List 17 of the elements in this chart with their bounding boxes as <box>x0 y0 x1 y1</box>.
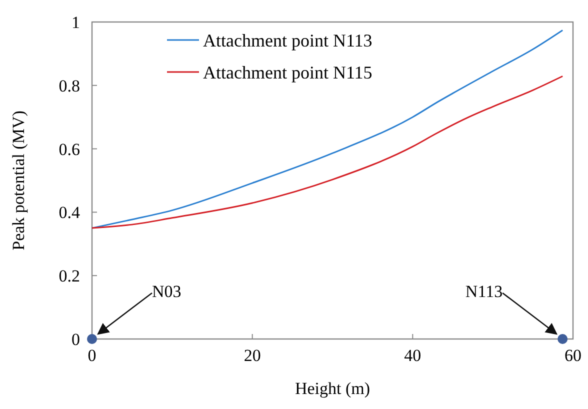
legend-label: Attachment point N115 <box>203 62 372 82</box>
y-axis-title: Peak potential (MV) <box>9 110 28 250</box>
annotation: N03 <box>152 282 182 301</box>
line-series <box>91 29 564 229</box>
y-tick-label: 0.4 <box>58 203 80 222</box>
legend-label: Attachment point N113 <box>203 30 372 50</box>
y-tick-label: 1 <box>72 12 80 32</box>
x-tick-label: 0 <box>88 346 96 365</box>
y-tick-label: 0 <box>72 330 80 349</box>
x-tick-label: 60 <box>564 346 582 365</box>
x-tick-label: 20 <box>244 346 261 365</box>
annotation: N113 <box>465 282 503 301</box>
x-axis-title: Height (m) <box>294 379 370 398</box>
y-tick-label: 0.6 <box>58 140 80 159</box>
y-tick-label: 0.2 <box>58 266 80 286</box>
y-tick-label: 0.8 <box>58 76 80 96</box>
x-tick-label: 40 <box>404 346 422 365</box>
